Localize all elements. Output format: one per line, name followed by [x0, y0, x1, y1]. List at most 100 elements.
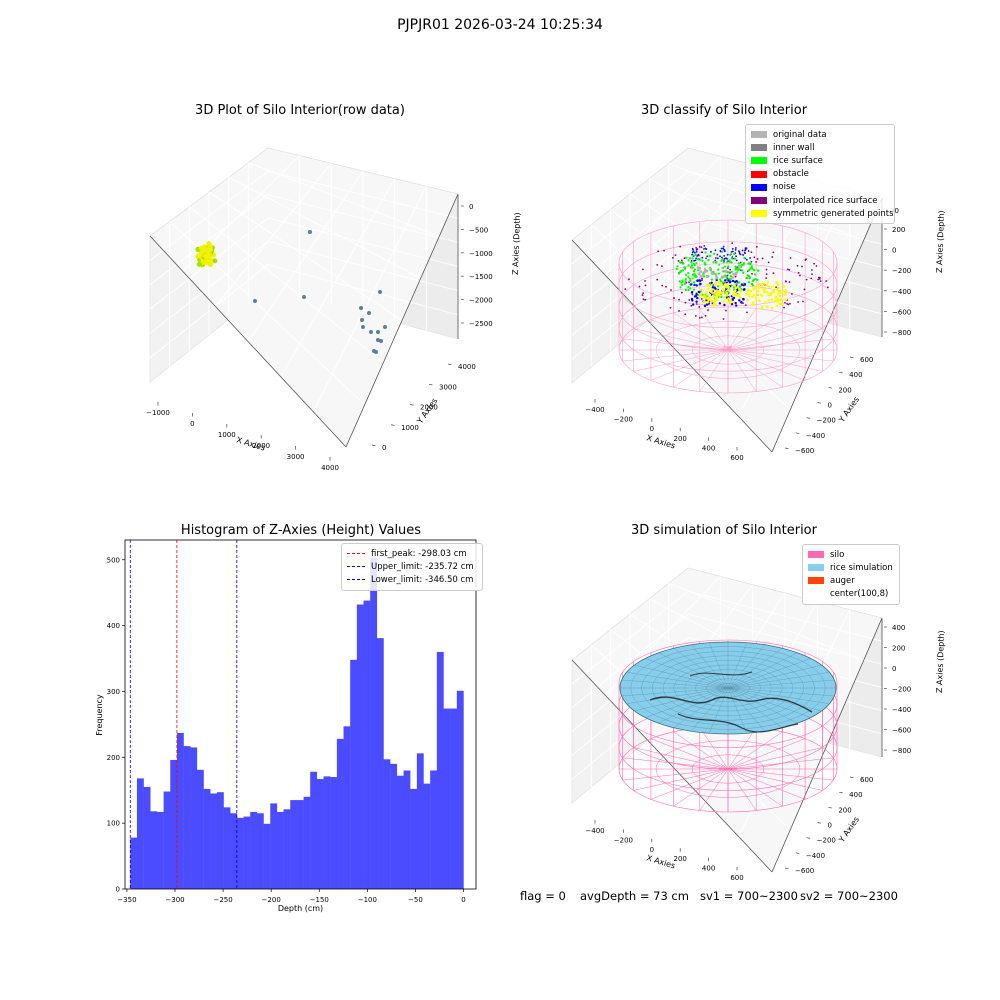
interpolated-point: [700, 298, 703, 300]
sim-y-tick-label: 200: [838, 806, 851, 814]
sim-x-tick-label: 600: [730, 874, 743, 882]
raw-cluster-point: [196, 261, 202, 267]
interpolated-point: [670, 289, 672, 291]
symmetric-point: [780, 302, 784, 306]
rice-surface-point: [726, 260, 729, 264]
symmetric-point: [758, 299, 761, 303]
cls-z-tick-label: 0: [892, 247, 896, 255]
cls-y-tick: [817, 402, 822, 404]
noise-point: [742, 254, 744, 256]
cls-y-tick: [828, 386, 832, 389]
noise-point: [706, 255, 709, 258]
interpolated-point: [739, 261, 742, 264]
raw-x-axis-label: X Axies: [235, 435, 266, 452]
histogram-bar: [250, 811, 258, 889]
symmetric-point: [774, 296, 778, 299]
rice-surface-point: [721, 258, 724, 261]
interpolated-point: [688, 281, 690, 284]
symmetric-point: [715, 289, 718, 292]
rice-surface-mesh-spoke: [658, 687, 729, 724]
symmetric-point: [734, 286, 738, 290]
histogram-bar: [383, 759, 391, 889]
sim-x-tick-label: 0: [650, 846, 654, 854]
raw-data-point: [379, 339, 383, 343]
hist-y-tick-label: 0: [116, 886, 120, 894]
interpolated-point: [656, 278, 659, 281]
histogram-bar: [450, 708, 458, 889]
interpolated-point: [767, 261, 770, 264]
rice-surface-point: [692, 270, 696, 273]
symmetric-point: [767, 285, 771, 288]
rice-surface-point: [756, 269, 760, 272]
interpolated-point: [628, 278, 630, 281]
hist-y-tick-label: 200: [107, 754, 120, 762]
symmetric-point: [699, 288, 703, 291]
symmetric-point: [754, 297, 758, 300]
histogram-bar: [430, 770, 438, 889]
interpolated-point: [678, 309, 680, 312]
symmetric-point: [778, 294, 782, 298]
symmetric-point: [776, 283, 780, 287]
rice-surface-mesh-spoke: [727, 679, 835, 689]
rice-surface-point: [747, 262, 750, 265]
interpolated-point: [772, 251, 775, 254]
noise-point: [693, 259, 695, 262]
rice-surface-point: [737, 262, 740, 265]
noise-point: [710, 250, 712, 253]
classify-silo-wire-spoke: [622, 349, 729, 362]
rice-surface-point: [691, 266, 694, 269]
histogram-bar: [356, 604, 364, 889]
raw-data-point: [359, 306, 363, 310]
cls-y-tick: [806, 417, 811, 419]
rice-surface-point: [742, 271, 745, 275]
histogram-bar: [376, 638, 384, 889]
rice-surface-point: [689, 266, 692, 269]
rice-surface-point: [752, 278, 756, 281]
rice-surface-point: [749, 276, 752, 279]
raw-data-plot-title: 3D Plot of Silo Interior(row data): [195, 103, 405, 118]
simulation-silo-wire-spoke: [673, 731, 729, 770]
interpolated-point: [691, 293, 694, 296]
legend-swatch: [808, 564, 824, 572]
noise-point: [692, 250, 695, 253]
rice-surface-point: [749, 263, 752, 266]
classify-silo-wire-spoke: [650, 349, 729, 381]
interpolated-point: [698, 316, 701, 319]
rice-surface-mesh-spoke: [727, 687, 747, 734]
noise-point: [695, 248, 698, 251]
symmetric-point: [699, 292, 703, 295]
legend-entry-noise: noise: [751, 181, 889, 194]
interpolated-point: [656, 264, 659, 266]
symmetric-point: [764, 301, 767, 304]
interpolated-point: [801, 265, 803, 268]
noise-point: [719, 255, 721, 258]
interpolated-point: [825, 280, 828, 282]
symmetric-point: [725, 291, 729, 295]
rice-surface-point: [682, 262, 685, 265]
rice-surface-point: [678, 280, 681, 283]
rice-surface-point: [699, 258, 702, 261]
histogram-bar: [196, 769, 204, 889]
raw-cluster-point: [207, 243, 213, 250]
interpolated-point: [765, 273, 768, 275]
rice-surface-point: [716, 285, 720, 288]
legend-entry-interpolated-rice-surface: interpolated rice surface: [751, 194, 889, 207]
interpolated-point: [657, 250, 659, 253]
cls-z-tick-label: −600: [892, 308, 911, 316]
noise-point: [714, 249, 717, 252]
noise-point: [710, 281, 713, 284]
simulation-silo-wire-spoke: [727, 727, 757, 770]
interpolated-point: [803, 288, 806, 291]
interpolated-point: [729, 268, 732, 271]
rice-surface-point: [690, 264, 694, 267]
noise-point: [723, 303, 726, 307]
noise-point: [691, 251, 694, 254]
rice-surface-point: [721, 250, 724, 253]
histogram-bar: [163, 791, 171, 889]
interpolated-point: [641, 294, 644, 297]
symmetric-point: [722, 287, 726, 291]
symmetric-point: [739, 290, 742, 293]
symmetric-point: [776, 298, 780, 302]
noise-point: [734, 280, 737, 284]
noise-point: [705, 303, 709, 306]
